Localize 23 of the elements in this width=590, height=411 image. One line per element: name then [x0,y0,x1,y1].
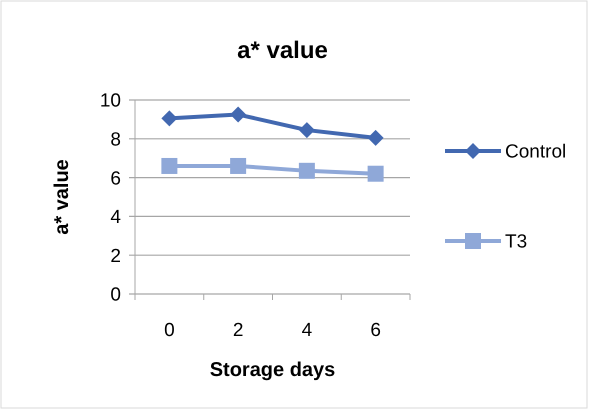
legend-label: T3 [505,232,528,253]
y-tick-label: 8 [110,129,121,150]
x-tick-label: 4 [302,320,313,341]
x-axis-title: Storage days [210,359,336,381]
y-tick-label: 10 [100,90,121,112]
point [230,158,246,174]
point [298,122,315,138]
legend-label: Control [505,142,566,163]
y-tick-label: 0 [110,284,121,306]
x-tick-label: 6 [370,320,381,341]
point [230,106,246,123]
chart-title: a* value [237,37,328,64]
point [161,110,178,126]
y-tick-label: 2 [110,246,121,267]
y-tick-label: 4 [110,207,122,228]
x-tick-label: 2 [232,320,244,341]
y-tick-label: 6 [110,168,121,190]
point [368,166,384,182]
point [298,162,315,179]
point [161,158,178,174]
x-tick-label: 0 [164,320,175,341]
point [368,130,384,146]
y-axis-title: a* value [51,159,73,235]
